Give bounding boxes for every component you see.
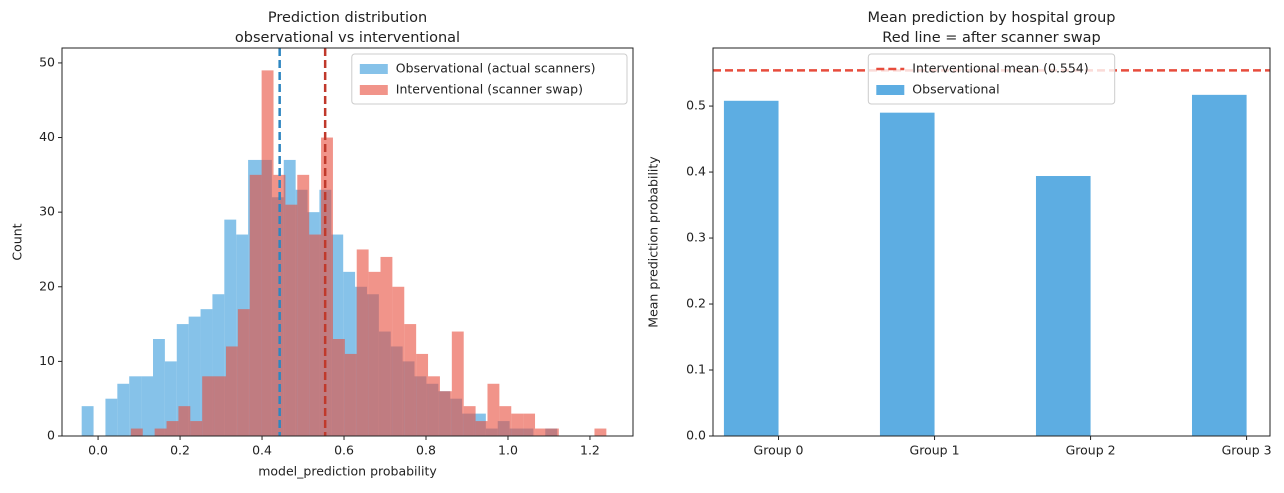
histogram-bar [176, 324, 189, 436]
histogram-bar [188, 316, 201, 436]
chart-title: Mean prediction by hospital group [867, 10, 1115, 26]
histogram-bar [224, 219, 237, 436]
legend-label: Observational (actual scanners) [396, 61, 596, 76]
x-tick-label: 0.2 [170, 443, 190, 458]
histogram-bar [249, 174, 262, 436]
x-tick-label: 1.0 [498, 443, 518, 458]
histogram-bar [141, 376, 153, 436]
histogram-bar [152, 339, 165, 436]
histogram-bar [214, 376, 226, 436]
histogram-bar [546, 428, 559, 436]
x-tick-label: Group 3 [1222, 443, 1272, 458]
histogram-bar [117, 383, 130, 436]
histogram-bar [200, 309, 213, 436]
x-tick-label: 0.0 [88, 443, 108, 458]
legend-label: Interventional mean (0.554) [912, 61, 1088, 76]
histogram-bar [178, 406, 191, 436]
histogram-bar [511, 413, 524, 436]
chart-title: Prediction distribution [268, 10, 427, 26]
y-tick-label: 0.5 [686, 98, 706, 113]
y-tick-label: 0.3 [686, 230, 706, 245]
histogram-bar [154, 428, 167, 436]
y-tick-label: 20 [39, 278, 55, 293]
legend-box [867, 53, 1116, 105]
x-tick-label: 1.2 [580, 443, 600, 458]
histogram-bar [404, 324, 417, 436]
bar [1035, 176, 1091, 436]
legend-label: Observational [912, 82, 999, 97]
histogram-bar [439, 391, 452, 436]
histogram-bar [475, 421, 488, 436]
y-tick-label: 0.0 [686, 428, 706, 443]
histogram-bar [212, 294, 225, 436]
x-axis-label: model_prediction probability [258, 464, 437, 479]
histogram-bar [487, 383, 500, 436]
y-tick-label: 0.4 [686, 164, 706, 179]
histogram-bar [463, 406, 476, 436]
histogram-bar [237, 309, 250, 436]
legend-swatch [876, 85, 905, 95]
histogram-bar [416, 353, 429, 436]
histogram-bar [356, 249, 369, 436]
axes-frame [712, 47, 1271, 437]
y-axis-label: Mean prediction probability [646, 156, 661, 328]
histogram-bar [285, 204, 298, 436]
histogram-bar [332, 339, 345, 436]
y-tick-label: 30 [39, 204, 55, 219]
chart-title: Red line = after scanner swap [882, 30, 1100, 46]
x-tick-label: 0.8 [416, 443, 436, 458]
y-tick-label: 50 [39, 54, 55, 69]
histogram-bar [380, 256, 393, 436]
legend-box [351, 53, 628, 105]
y-tick-label: 0.1 [686, 362, 706, 377]
y-tick-label: 0 [47, 428, 55, 443]
histogram-bar [331, 234, 344, 436]
histogram-bar [392, 286, 405, 436]
histogram-bar [594, 428, 607, 436]
histogram-bar [202, 376, 215, 436]
bar [1191, 94, 1247, 436]
bar [879, 112, 935, 437]
histogram-bar [535, 428, 547, 436]
legend-swatch [359, 85, 388, 95]
histogram-bar [81, 406, 94, 436]
histogram-bar [344, 353, 357, 436]
y-tick-label: 40 [39, 129, 55, 144]
legend-swatch [359, 64, 388, 74]
histogram-bar [105, 398, 118, 436]
histogram-bar [261, 70, 274, 436]
histogram-bar [451, 331, 464, 436]
histogram-bar [523, 413, 536, 436]
histogram-bar [190, 421, 203, 436]
histogram-bar [129, 376, 142, 436]
chart-title: observational vs interventional [235, 30, 460, 46]
histogram-bar [166, 421, 179, 436]
x-tick-label: Group 0 [754, 443, 804, 458]
x-tick-label: Group 1 [910, 443, 960, 458]
y-axis-label: Count [10, 223, 25, 260]
histogram-bar [130, 428, 143, 436]
histogram-bar [309, 234, 322, 436]
histogram-bar [428, 376, 440, 436]
y-tick-label: 0.2 [686, 296, 706, 311]
axes-frame [61, 47, 634, 437]
x-tick-label: 0.4 [252, 443, 272, 458]
histogram-bar [321, 137, 333, 437]
histogram-bar [499, 406, 512, 436]
y-tick-label: 10 [39, 353, 55, 368]
histogram-bar [225, 346, 238, 436]
histogram-bar [368, 271, 381, 436]
legend-label: Interventional (scanner swap) [396, 82, 583, 97]
bar [723, 100, 779, 436]
histogram-bar [297, 174, 310, 436]
x-tick-label: Group 2 [1066, 443, 1116, 458]
x-tick-label: 0.6 [334, 443, 354, 458]
histogram-bar [164, 361, 177, 436]
